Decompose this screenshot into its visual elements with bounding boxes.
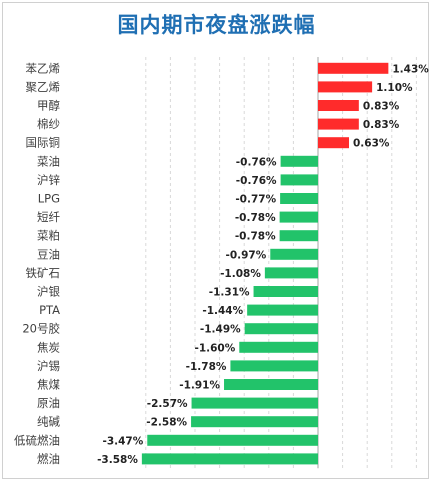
bar [318,100,359,111]
bar [279,211,318,223]
data-label: -0.77% [235,194,276,206]
data-label: -2.58% [146,417,187,429]
bar [318,81,373,93]
category-label: 苯乙烯 [26,61,61,75]
data-label: -1.44% [202,305,243,317]
data-label: 1.10% [376,82,413,94]
category-label: 原油 [37,396,60,410]
bar [264,267,318,279]
data-label: 0.83% [363,101,400,113]
category-label: 沪锌 [37,173,60,187]
chart-title: 国内期市夜盘涨跌幅 [117,12,316,37]
category-label: LPG [38,192,60,206]
data-label: 0.83% [363,119,400,131]
bar [280,155,318,167]
category-label: 沪锡 [37,359,60,373]
category-label: PTA [39,303,60,317]
category-label: 焦煤 [37,378,60,392]
data-label: -0.76% [236,156,277,168]
bar [280,193,318,204]
category-label: 聚乙烯 [26,80,61,94]
category-label: 菜油 [37,154,60,168]
data-label: -0.97% [225,249,266,261]
data-label: -3.47% [102,435,143,447]
category-label: 豆油 [37,247,60,261]
data-label: -1.49% [200,324,241,336]
data-label: -1.60% [194,342,235,354]
category-label: 燃油 [37,452,60,466]
data-label: 0.63% [353,138,390,150]
data-label: -0.76% [236,175,277,187]
data-label: -1.78% [186,361,227,373]
category-label: 沪银 [37,285,60,299]
bar [247,304,318,316]
category-label: 焦炭 [37,340,60,354]
data-label: -0.78% [235,212,276,224]
data-label: -2.57% [147,398,188,410]
data-label: -1.08% [220,268,261,280]
bar [253,286,318,297]
data-label: 1.43% [392,63,429,75]
data-label: -0.78% [235,231,276,243]
bar [270,248,318,260]
bar [141,453,318,465]
category-label: 菜粕 [37,229,60,243]
bar [244,323,318,335]
bar [191,397,318,409]
bar [191,416,318,428]
category-label: 国际铜 [26,136,61,150]
category-label: 20号胶 [22,322,60,336]
category-label: 低硫燃油 [14,433,60,447]
category-label: 纯碱 [37,415,60,429]
bar [318,137,349,149]
category-label: 铁矿石 [26,266,61,280]
bar [280,174,318,186]
bar [318,118,359,130]
data-label: -1.91% [179,380,220,392]
category-label: 短纤 [37,210,60,224]
bar [318,62,389,74]
bar [147,434,318,446]
bar [279,230,318,242]
data-label: -1.31% [209,287,250,299]
bar [224,379,318,390]
category-label: 甲醇 [37,99,60,113]
bar [230,360,318,372]
bar [239,341,318,353]
category-label: 棉纱 [37,117,60,131]
data-label: -3.58% [97,454,138,466]
